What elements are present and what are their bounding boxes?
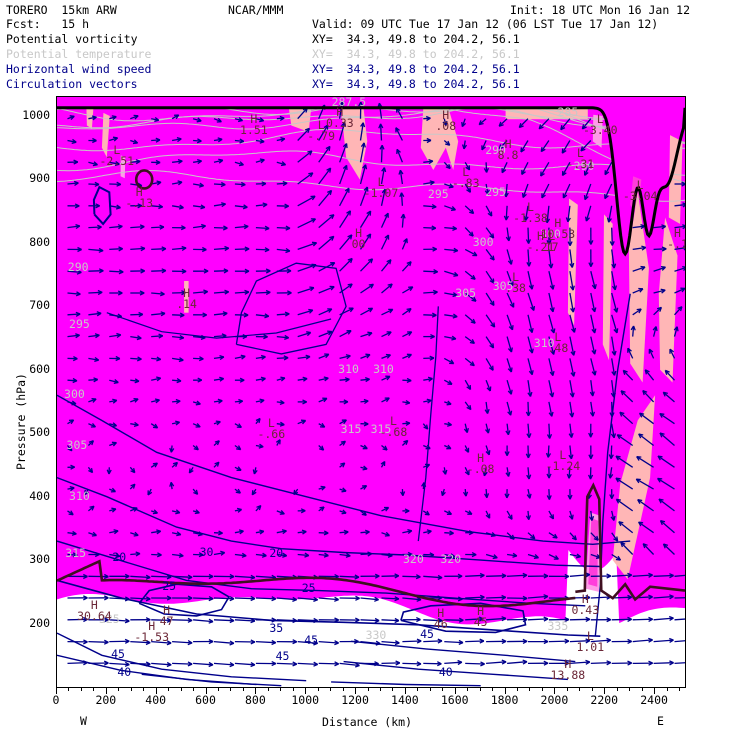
forecast-hour-label: Fcst: 15 h <box>6 17 90 31</box>
x-minor-tick <box>454 687 456 691</box>
x-minor-tick <box>68 687 70 691</box>
x-minor-tick <box>93 687 95 691</box>
x-minor-tick <box>666 687 668 691</box>
x-minor-tick <box>429 687 431 691</box>
field-name-wind: Horizontal wind speed <box>6 62 152 76</box>
x-minor-tick <box>467 687 469 691</box>
field-name-circ: Circulation vectors <box>6 77 138 91</box>
x-minor-tick <box>504 687 506 691</box>
x-minor-tick <box>292 687 294 691</box>
x-tick-label-1800: 1800 <box>490 693 519 707</box>
x-minor-tick <box>654 687 656 691</box>
x-minor-tick <box>193 687 195 691</box>
field-name-pv: Potential vorticity <box>6 32 138 46</box>
x-minor-tick <box>143 687 145 691</box>
x-minor-tick <box>105 687 107 691</box>
x-minor-tick <box>616 687 618 691</box>
west-endpoint-label: W <box>80 714 87 728</box>
y-axis-title: Pressure (hPa) <box>14 373 28 470</box>
x-minor-tick <box>641 687 643 691</box>
x-minor-tick <box>566 687 568 691</box>
field-xy-circ: XY= 34.3, 49.8 to 204.2, 56.1 <box>312 77 520 91</box>
y-tick-label-400: 400 <box>29 488 50 503</box>
init-time-label: Init: 18 UTC Mon 16 Jan 12 <box>510 3 691 17</box>
x-minor-tick <box>404 687 406 691</box>
x-minor-tick <box>155 687 157 691</box>
field-xy-theta: XY= 34.3, 49.8 to 204.2, 56.1 <box>312 47 520 61</box>
x-minor-tick <box>80 687 82 691</box>
x-minor-tick <box>168 687 170 691</box>
x-tick-label-1200: 1200 <box>341 693 369 707</box>
x-minor-tick <box>205 687 207 691</box>
x-tick-label-800: 800 <box>244 693 266 707</box>
x-tick-label-2200: 2200 <box>590 693 619 707</box>
terrain-layer <box>57 106 685 257</box>
x-tick-label-200: 200 <box>95 693 117 707</box>
pv-contour-layer <box>57 169 685 608</box>
x-minor-tick <box>417 687 419 691</box>
model-title: TORERO 15km ARW <box>6 3 117 17</box>
x-minor-tick <box>604 687 606 691</box>
x-minor-tick <box>591 687 593 691</box>
x-tick-label-600: 600 <box>195 693 216 707</box>
x-minor-tick <box>330 687 332 691</box>
x-tick-label-1000: 1000 <box>291 693 320 707</box>
x-minor-tick <box>367 687 369 691</box>
x-minor-tick <box>130 687 132 691</box>
x-minor-tick <box>579 687 581 691</box>
x-minor-tick <box>629 687 631 691</box>
x-minor-tick <box>280 687 282 691</box>
x-minor-tick <box>56 687 57 691</box>
theta-contour-layer <box>57 107 685 202</box>
y-tick-label-600: 600 <box>29 361 50 376</box>
valid-time-label: Valid: 09 UTC Tue 17 Jan 12 (06 LST Tue … <box>312 17 659 31</box>
x-tick-label-2400: 2400 <box>640 693 668 707</box>
x-axis-title: Distance (km) <box>322 715 413 729</box>
x-tick-label-2000: 2000 <box>540 693 569 707</box>
cross-section-plot[interactable]: 40 40 45 45 45 45 35 25 20 20 30 25 325 330 335 320 320 3… <box>56 96 686 688</box>
plot-header: TORERO 15km ARW NCAR/MMM Init: 18 UTC Mo… <box>0 0 740 96</box>
x-minor-tick <box>554 687 556 691</box>
y-tick-label-700: 700 <box>29 298 50 313</box>
circulation-vector-layer <box>66 101 685 668</box>
x-minor-tick <box>180 687 182 691</box>
east-endpoint-label: E <box>657 714 664 728</box>
x-minor-tick <box>118 687 120 691</box>
x-minor-tick <box>541 687 543 691</box>
x-minor-tick <box>305 687 307 691</box>
field-xy-wind: XY= 34.3, 49.8 to 204.2, 56.1 <box>312 62 520 76</box>
y-tick-label-300: 300 <box>29 552 50 567</box>
y-tick-label-800: 800 <box>29 234 50 249</box>
field-xy-pv: XY= 34.3, 49.8 to 204.2, 56.1 <box>312 32 520 46</box>
x-minor-tick <box>267 687 269 691</box>
x-minor-tick <box>230 687 232 691</box>
x-tick-label-0: 0 <box>52 693 60 707</box>
y-tick-label-900: 900 <box>29 171 50 186</box>
x-minor-tick <box>529 687 531 691</box>
x-tick-label-1400: 1400 <box>391 693 419 707</box>
x-minor-tick <box>379 687 381 691</box>
x-minor-tick <box>392 687 394 691</box>
y-tick-label-200: 200 <box>29 615 50 630</box>
x-minor-tick <box>317 687 319 691</box>
x-minor-tick <box>479 687 481 691</box>
y-tick-label-500: 500 <box>29 425 50 440</box>
field-name-theta: Potential temperature <box>6 47 152 61</box>
y-tick-label-1000: 1000 <box>22 108 50 123</box>
x-minor-tick <box>355 687 357 691</box>
x-minor-tick <box>342 687 344 691</box>
x-tick-label-1600: 1600 <box>440 693 469 707</box>
plot-canvas: 40 40 45 45 45 45 35 25 20 20 30 25 325 330 335 320 320 3… <box>57 97 685 687</box>
x-minor-tick <box>517 687 519 691</box>
x-minor-tick <box>492 687 494 691</box>
x-minor-tick <box>242 687 244 691</box>
x-minor-tick <box>217 687 219 691</box>
x-minor-tick <box>679 687 681 691</box>
institution-label: NCAR/MMM <box>228 3 284 17</box>
x-minor-tick <box>442 687 444 691</box>
x-minor-tick <box>255 687 257 691</box>
x-tick-label-400: 400 <box>145 693 167 707</box>
